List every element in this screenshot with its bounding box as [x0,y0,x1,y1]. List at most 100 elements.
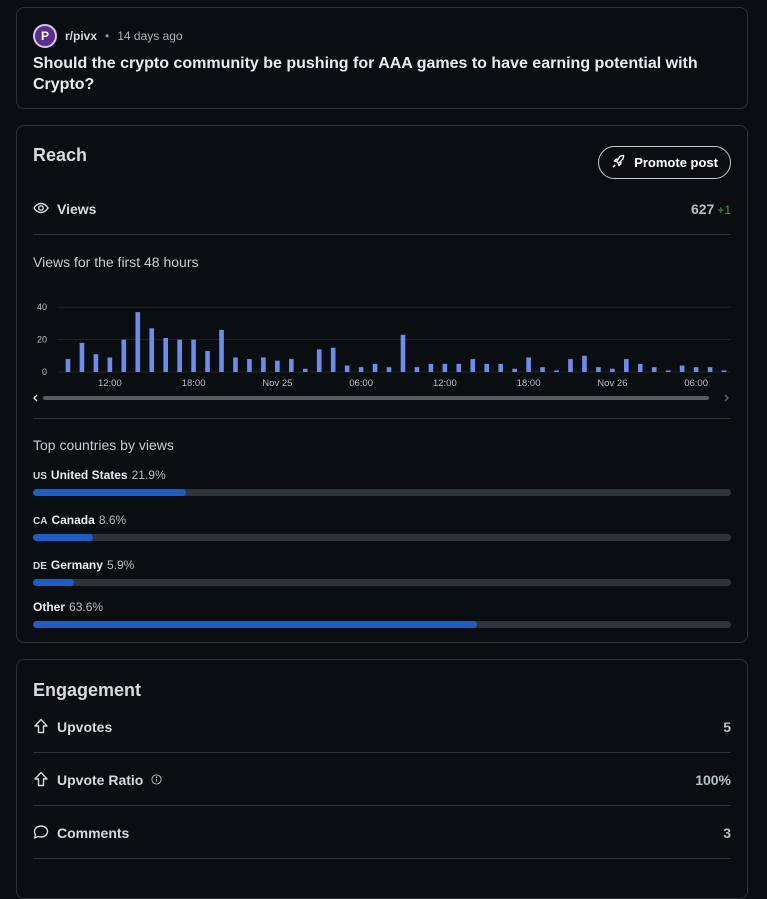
chart-bar[interactable] [651,367,657,372]
chart-bar[interactable] [177,339,182,372]
chart-bar[interactable] [191,339,196,372]
views-delta: +1 [717,203,731,217]
chart-bar[interactable] [247,359,252,372]
post-title[interactable]: Should the crypto community be pushing f… [33,55,698,93]
country-code: DE [33,561,47,572]
country-bar-fill [33,489,186,496]
chart-bar[interactable] [512,368,517,372]
chart-bar[interactable] [358,367,364,372]
country-bar-track [33,579,731,586]
chart-bar[interactable] [582,355,587,372]
chart-bar[interactable] [596,367,601,372]
subreddit-name[interactable]: r/pivx [65,29,98,43]
upvotes-value: 5 [723,719,731,735]
chart-bar[interactable] [414,367,420,372]
chart-bar[interactable] [79,342,85,372]
chart-bar[interactable] [302,368,308,372]
x-tick-label: 18:00 [182,378,206,389]
engagement-card: Engagement Upvotes 5 Upvote Ratio 100% [16,659,748,899]
x-tick-label: Nov 26 [597,378,627,389]
chart-bar[interactable] [261,357,266,372]
chart-bar[interactable] [540,367,545,372]
country-row-us: US United States 21.9% [33,468,731,496]
chart-bar[interactable] [163,338,168,372]
chart-bar[interactable] [428,363,434,372]
country-code: CA [33,516,48,527]
chart-bar[interactable] [442,363,448,372]
chart-bar[interactable] [498,363,503,372]
upvote-icon [33,771,49,790]
country-percent: 63.6% [69,600,104,614]
country-row-other: Other 63.6% [33,600,731,628]
post-meta: P r/pivx • 14 days ago [33,24,183,48]
chart-bar[interactable] [386,367,392,372]
info-icon[interactable] [151,772,162,788]
chart-bar[interactable] [93,354,99,372]
chart-bar[interactable] [624,359,629,372]
upvote-icon [33,718,49,737]
country-name: Canada [51,513,95,527]
y-tick-label: 20 [37,335,47,345]
x-tick-label: 06:00 [684,378,708,389]
chart-bar[interactable] [330,347,336,372]
chart-bar[interactable] [121,339,127,372]
engagement-title: Engagement [33,680,142,700]
divider [33,234,731,235]
chart-bar[interactable] [610,368,615,372]
chart-bar[interactable] [107,357,113,372]
comments-label: Comments [57,825,130,841]
chart-bar[interactable] [344,365,350,372]
country-percent: 8.6% [98,513,127,527]
chart-bar[interactable] [233,357,238,372]
chart-scrollbar[interactable] [43,396,709,400]
subreddit-avatar[interactable]: P [33,24,57,48]
chart-bar[interactable] [470,359,476,372]
upvote-ratio-value: 100% [695,772,731,788]
country-percent: 5.9% [106,558,135,572]
chart-bar[interactable] [554,370,559,372]
chart-bar[interactable] [526,357,531,372]
avatar-letter: P [40,29,49,43]
chart-bar[interactable] [456,363,462,372]
x-tick-label: 06:00 [349,378,373,389]
chart-bar[interactable] [372,363,378,372]
rocket-icon [611,154,626,172]
chart-bar[interactable] [693,367,699,372]
divider [33,858,731,859]
chart-bar[interactable] [665,370,671,372]
chart-bar[interactable] [316,349,322,372]
chart-bar[interactable] [135,312,141,372]
x-tick-label: Nov 25 [262,378,292,389]
country-percent: 21.9% [131,468,166,482]
chart-bar[interactable] [484,363,490,372]
upvotes-label: Upvotes [57,719,113,735]
reach-card: Reach Promote post Views 627 +1 [16,125,748,643]
comment-icon [33,824,49,843]
chart-bar[interactable] [205,350,210,372]
chart-bar[interactable] [721,370,727,372]
chart-bar[interactable] [637,363,643,372]
scroll-left-icon[interactable] [33,394,38,402]
views-bar-chart: 0 20 40 12:00 18:00 Nov 25 06:00 12:00 18:00 Nov … [33,302,731,402]
chart-bar[interactable] [679,365,685,372]
views-row: Views 627 +1 [33,198,731,220]
chart-bar[interactable] [275,360,280,372]
scroll-right-icon[interactable] [724,394,729,402]
promote-post-button[interactable]: Promote post [598,146,731,179]
chart-bar[interactable] [289,359,294,372]
country-name: United States [50,468,128,482]
post-card: P r/pivx • 14 days ago Should the crypto… [16,7,748,109]
chart-bar[interactable] [400,334,406,372]
country-row-ca: CA Canada 8.6% [33,513,731,541]
y-tick-label: 0 [42,367,47,377]
divider [33,752,731,753]
chart-bar[interactable] [65,359,71,372]
chart-bar[interactable] [149,328,155,372]
chart-bar[interactable] [707,367,713,372]
upvote-ratio-row: Upvote Ratio 100% [33,769,731,791]
y-tick-label: 40 [37,302,47,312]
country-bar-track [33,534,731,541]
country-bar-fill [33,621,477,628]
chart-bar[interactable] [568,359,573,372]
chart-bar[interactable] [219,329,224,372]
